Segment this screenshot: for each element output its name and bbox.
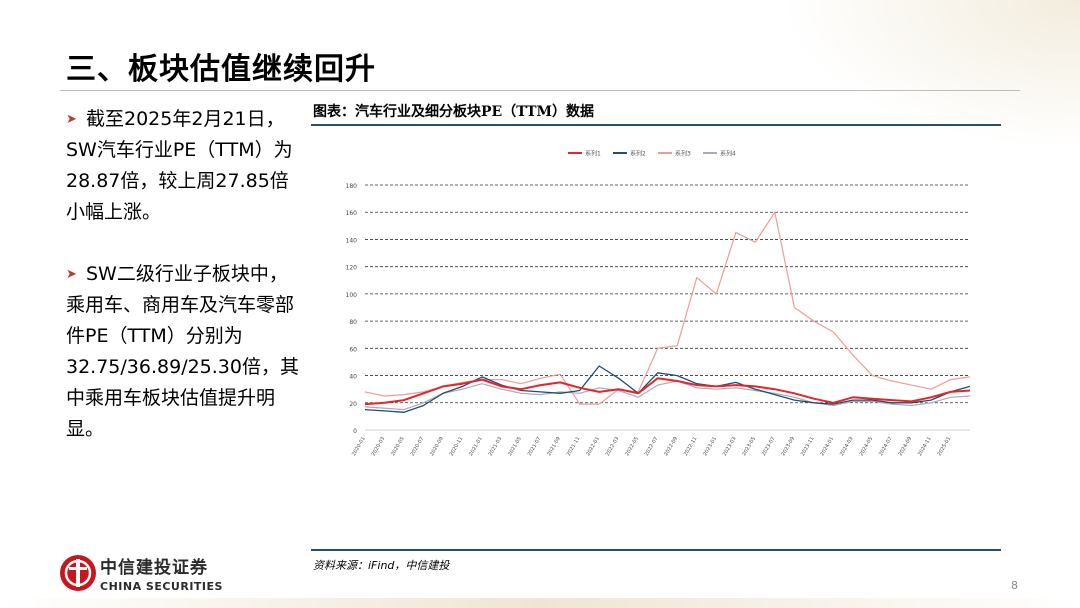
logo-en: CHINA SECURITIES (100, 580, 223, 593)
y-tick-label: 60 (349, 346, 357, 353)
x-tick-label: 2021-01 (468, 436, 484, 457)
logo-cn: 中信建投证券 (100, 558, 208, 578)
x-tick-label: 2022-03 (605, 436, 621, 457)
citic-logo-icon (60, 555, 96, 591)
x-tick-label: 2020-11 (449, 436, 465, 457)
y-tick-label: 160 (346, 210, 358, 217)
x-tick-label: 2022-11 (683, 436, 699, 457)
series-line-1 (364, 377, 971, 406)
bullet-list: ➤ 截至2025年2月21日，SW汽车行业PE（TTM）为28.87倍，较上周27… (66, 104, 304, 476)
y-tick-label: 180 (346, 183, 358, 190)
x-tick-label: 2021-07 (527, 436, 543, 457)
x-tick-label: 2023-09 (780, 436, 796, 457)
x-tick-label: 2023-07 (761, 436, 777, 457)
x-tick-label: 2024-05 (859, 436, 875, 457)
x-tick-label: 2023-11 (800, 436, 816, 457)
x-tick-label: 2022-01 (585, 436, 601, 457)
x-tick-label: 2021-03 (488, 436, 504, 457)
series-line-2 (364, 365, 971, 413)
x-tick-label: 2020-07 (410, 436, 426, 457)
x-tick-label: 2020-03 (371, 436, 387, 457)
series-line-4 (364, 380, 971, 411)
x-tick-label: 2023-03 (722, 436, 738, 457)
legend-label: 系列2 (630, 150, 646, 158)
arrow-bullet-icon: ➤ (66, 267, 77, 282)
x-tick-label: 2021-09 (546, 436, 562, 457)
x-tick-label: 2024-07 (878, 436, 894, 457)
x-tick-label: 2023-05 (741, 436, 757, 457)
title-divider (60, 90, 1020, 91)
chart-top-rule (311, 124, 1001, 126)
company-logo: 中信建投证券 CHINA SECURITIES (58, 553, 248, 597)
corner-decoration (780, 0, 1080, 150)
bullet-item: ➤ SW二级行业子板块中，乘用车、商用车及汽车零部件PE（TTM）分别为32.75… (66, 259, 304, 445)
x-tick-label: 2022-09 (663, 436, 679, 457)
bullet-text: 截至2025年2月21日，SW汽车行业PE（TTM）为28.87倍，较上周27.… (66, 108, 293, 223)
bottom-decoration (0, 598, 1080, 608)
arrow-bullet-icon: ➤ (66, 112, 77, 127)
y-tick-label: 0 (353, 428, 357, 435)
chart-title: 图表：汽车行业及细分板块PE（TTM）数据 (313, 104, 595, 120)
y-tick-label: 100 (346, 292, 358, 299)
bullet-text: SW二级行业子板块中，乘用车、商用车及汽车零部件PE（TTM）分别为32.75/… (66, 263, 299, 440)
bullet-item: ➤ 截至2025年2月21日，SW汽车行业PE（TTM）为28.87倍，较上周27… (66, 104, 304, 228)
page-title: 三、板块估值继续回升 (66, 52, 376, 87)
y-tick-label: 120 (346, 265, 358, 272)
series-line-3 (364, 211, 971, 405)
chart-bottom-rule (311, 549, 1001, 551)
y-tick-label: 80 (349, 319, 357, 326)
x-tick-label: 2024-03 (839, 436, 855, 457)
legend-label: 系列3 (675, 150, 691, 158)
x-tick-label: 2022-05 (624, 436, 640, 457)
y-tick-label: 20 (349, 401, 357, 408)
x-tick-label: 2025-01 (937, 436, 953, 457)
page-number: 8 (1011, 579, 1018, 592)
x-tick-label: 2024-11 (917, 436, 933, 457)
x-tick-label: 2023-01 (702, 436, 718, 457)
x-tick-label: 2022-07 (644, 436, 660, 457)
x-tick-label: 2024-01 (819, 436, 835, 457)
legend-label: 系列4 (720, 150, 736, 158)
x-tick-label: 2021-05 (507, 436, 523, 457)
x-tick-label: 2020-09 (429, 436, 445, 457)
y-tick-label: 40 (349, 374, 357, 381)
x-tick-label: 2021-11 (566, 436, 582, 457)
x-tick-label: 2020-01 (351, 436, 367, 457)
source-note: 资料来源：iFind，中信建投 (313, 559, 450, 572)
legend-label: 系列1 (585, 150, 601, 158)
y-tick-label: 140 (346, 237, 358, 244)
x-tick-label: 2024-09 (898, 436, 914, 457)
x-tick-label: 2020-05 (390, 436, 406, 457)
logo-text: 中信建投证券 CHINA SECURITIES (100, 553, 223, 593)
